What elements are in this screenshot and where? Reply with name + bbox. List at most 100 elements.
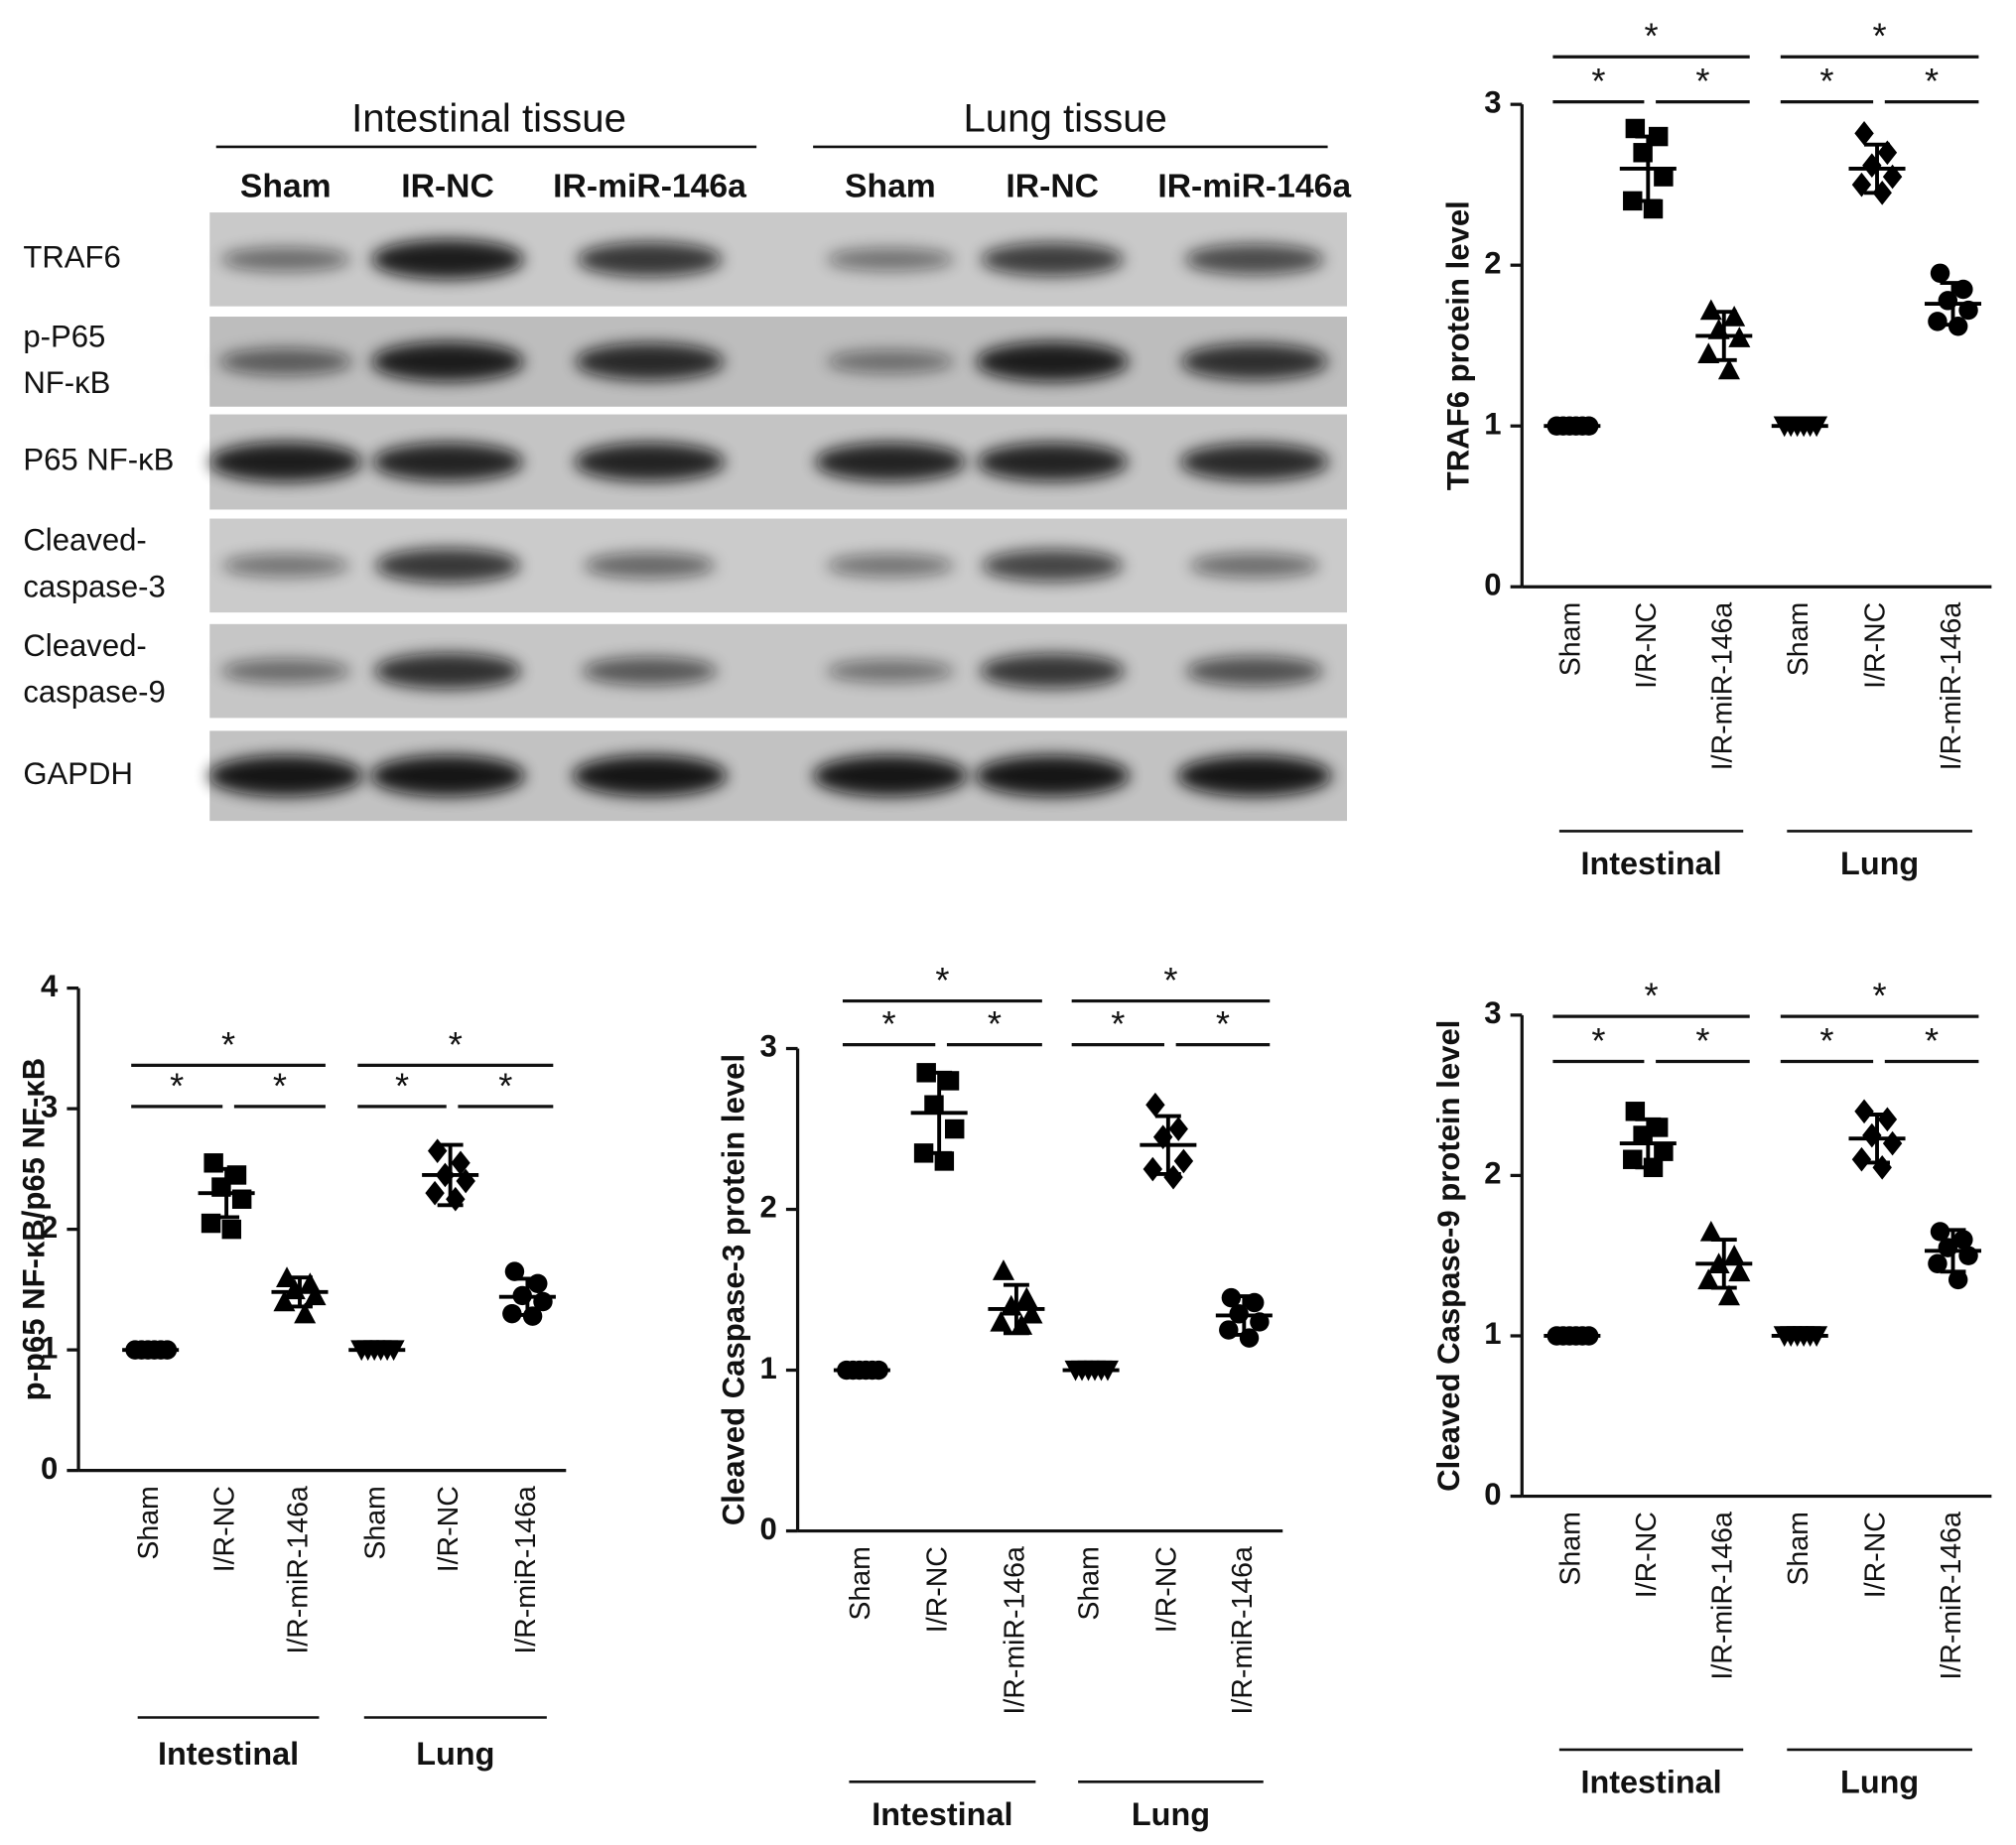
data-point <box>1643 198 1664 219</box>
error-bar <box>1003 1282 1029 1336</box>
dot-plot: 0 1 2 3 TRAF6 protein level Sham I/R-NC I/R-miR… <box>1440 16 1992 881</box>
data-point <box>1723 306 1746 327</box>
data-point <box>1020 1302 1043 1324</box>
error-bar <box>926 1070 953 1155</box>
row-label: caspase-9 <box>23 675 165 710</box>
x-tick-label: Sham <box>359 1486 391 1559</box>
significance-label: * <box>1925 1020 1939 1061</box>
data-point <box>1015 1286 1038 1308</box>
significance-label: * <box>1695 61 1709 101</box>
blot-band <box>375 548 520 584</box>
error-bar <box>437 1142 464 1208</box>
data-point <box>1930 263 1950 284</box>
blot-band <box>826 554 955 578</box>
significance-label: * <box>882 1003 896 1044</box>
blot-band <box>572 755 728 797</box>
x-tick-label: I/R-NC <box>433 1486 465 1572</box>
blot-band <box>982 549 1124 583</box>
x-tick-label: I/R-miR-146a <box>1936 602 1967 771</box>
significance-label: * <box>170 1065 184 1106</box>
data-point <box>504 1261 525 1281</box>
significance-label: * <box>1873 976 1887 1016</box>
lane-label: IR-NC <box>1006 168 1099 204</box>
x-tick-label: I/R-NC <box>1631 1512 1663 1598</box>
error-bar <box>1635 1117 1662 1170</box>
row-label: p-P65 <box>23 319 105 353</box>
blot-band <box>977 443 1129 481</box>
data-point <box>304 1284 327 1306</box>
x-tick-label: Sham <box>1783 602 1814 676</box>
error-bar <box>213 1166 240 1220</box>
significance-label: * <box>1591 1020 1605 1061</box>
blot-band <box>976 341 1130 382</box>
blot-band <box>220 247 350 272</box>
error-bar <box>1864 1113 1890 1165</box>
data-point <box>1623 1149 1643 1169</box>
significance-label: * <box>1163 960 1177 1000</box>
blot-band <box>826 659 955 683</box>
row-label: Cleaved- <box>23 628 146 663</box>
y-tick-label: 2 <box>760 1190 777 1225</box>
blot-band <box>220 658 350 684</box>
significance-label: * <box>988 1003 1002 1044</box>
significance-label: * <box>273 1065 287 1106</box>
significance-label: * <box>1591 61 1605 101</box>
significance-label: * <box>498 1065 512 1106</box>
error-bar <box>1940 281 1966 328</box>
significance-label: * <box>1873 16 1887 57</box>
significance-label: * <box>221 1024 235 1065</box>
data-point <box>1728 1260 1751 1282</box>
y-tick-label: 3 <box>1484 995 1501 1030</box>
y-axis-label: p-p65 NF-κB/p65 NF-κB <box>17 1058 52 1401</box>
group-label: Intestinal <box>1580 846 1721 881</box>
data-point <box>1723 1245 1746 1265</box>
error-bar <box>1710 310 1737 362</box>
group-label: Intestinal <box>872 1796 1012 1832</box>
error-bar <box>1940 1228 1966 1274</box>
row-label: caspase-3 <box>23 569 165 603</box>
data-point <box>913 1143 934 1163</box>
data-point <box>1654 1141 1674 1161</box>
blot-band <box>584 552 716 579</box>
data-point <box>939 1071 960 1091</box>
data-point <box>1854 121 1874 146</box>
data-point <box>1623 191 1643 211</box>
row-label: P65 NF-κB <box>23 443 174 477</box>
data-point <box>916 1063 936 1083</box>
significance-label: * <box>935 960 949 1000</box>
x-tick-label: I/R-NC <box>1631 602 1663 689</box>
lane-label: Sham <box>845 168 936 204</box>
significance-label: * <box>395 1065 409 1106</box>
blot-band <box>1189 553 1319 579</box>
data-point <box>451 1150 470 1176</box>
blot-band <box>1176 755 1332 797</box>
x-tick-label: I/R-NC <box>922 1546 954 1633</box>
data-point <box>1625 1102 1646 1121</box>
data-point <box>1697 1268 1720 1290</box>
data-point <box>1648 1118 1669 1137</box>
blot-band <box>371 239 524 280</box>
data-point <box>990 1310 1012 1332</box>
data-point <box>944 1119 965 1139</box>
y-tick-label: 1 <box>1484 406 1501 441</box>
data-point <box>1699 1220 1722 1242</box>
data-point <box>1928 1253 1948 1273</box>
significance-label: * <box>449 1024 463 1065</box>
y-tick-label: 2 <box>41 1210 58 1245</box>
lane-label: IR-NC <box>401 168 494 204</box>
y-tick-label: 0 <box>760 1512 777 1546</box>
x-tick-label: I/R-miR-146a <box>999 1546 1030 1715</box>
significance-label: * <box>1925 61 1939 101</box>
lane-label: Sham <box>240 168 332 204</box>
y-tick-label: 0 <box>1484 567 1501 601</box>
blot-band <box>582 656 718 686</box>
blot-band <box>975 755 1130 797</box>
x-tick-label: I/R-miR-146a <box>510 1486 542 1654</box>
error-bar <box>1635 134 1662 203</box>
dot-plot: 0 1 2 3 Cleaved Caspase-9 protein level Sham I… <box>1431 976 1992 1799</box>
blot-band <box>980 653 1126 689</box>
blot-band <box>1180 343 1328 380</box>
data-point <box>1717 1284 1740 1306</box>
group-label: Lung <box>1132 1796 1210 1832</box>
